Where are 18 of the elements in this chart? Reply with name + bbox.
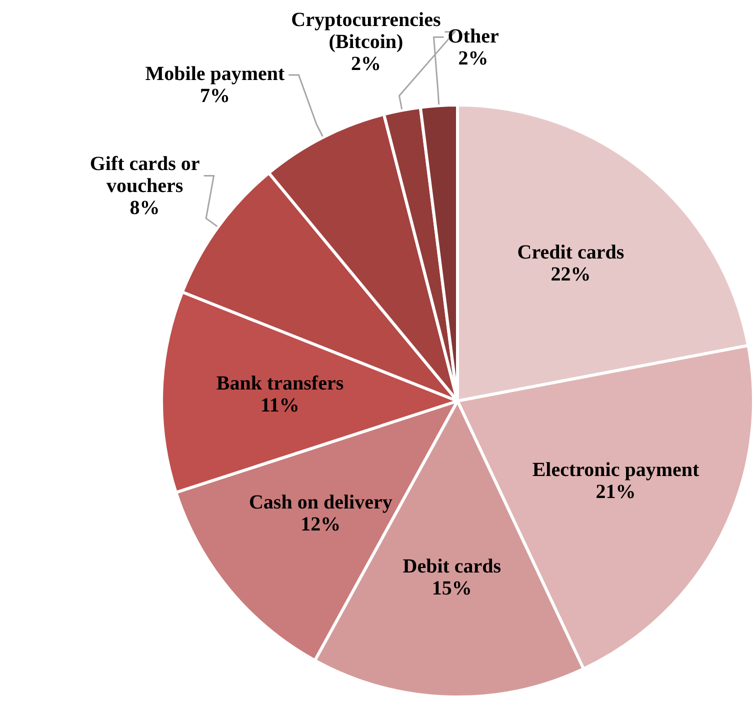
data-label: 21% <box>596 480 636 503</box>
data-label: 2% <box>458 47 488 70</box>
data-label: 15% <box>432 578 472 600</box>
data-label: 2% <box>350 53 381 76</box>
slice-label: Electronic payment <box>532 458 700 481</box>
slice-label: Cash on delivery <box>248 491 392 514</box>
slice-label: Credit cards <box>517 241 624 264</box>
data-label: 22% <box>550 263 591 286</box>
data-label: 8% <box>130 196 160 219</box>
data-label: 11% <box>260 394 300 417</box>
slice-label: Bank transfers <box>216 372 344 395</box>
data-label: 12% <box>300 513 341 536</box>
data-label: 7% <box>200 85 230 108</box>
slice-label: Debit cards <box>402 556 502 578</box>
slice-label: Gift cards or vouchers <box>90 152 200 197</box>
slice-label: Cryptocurrencies (Bitcoin) <box>291 9 441 54</box>
slice-label: Other <box>448 25 499 48</box>
slice-label: Mobile payment <box>145 63 286 86</box>
